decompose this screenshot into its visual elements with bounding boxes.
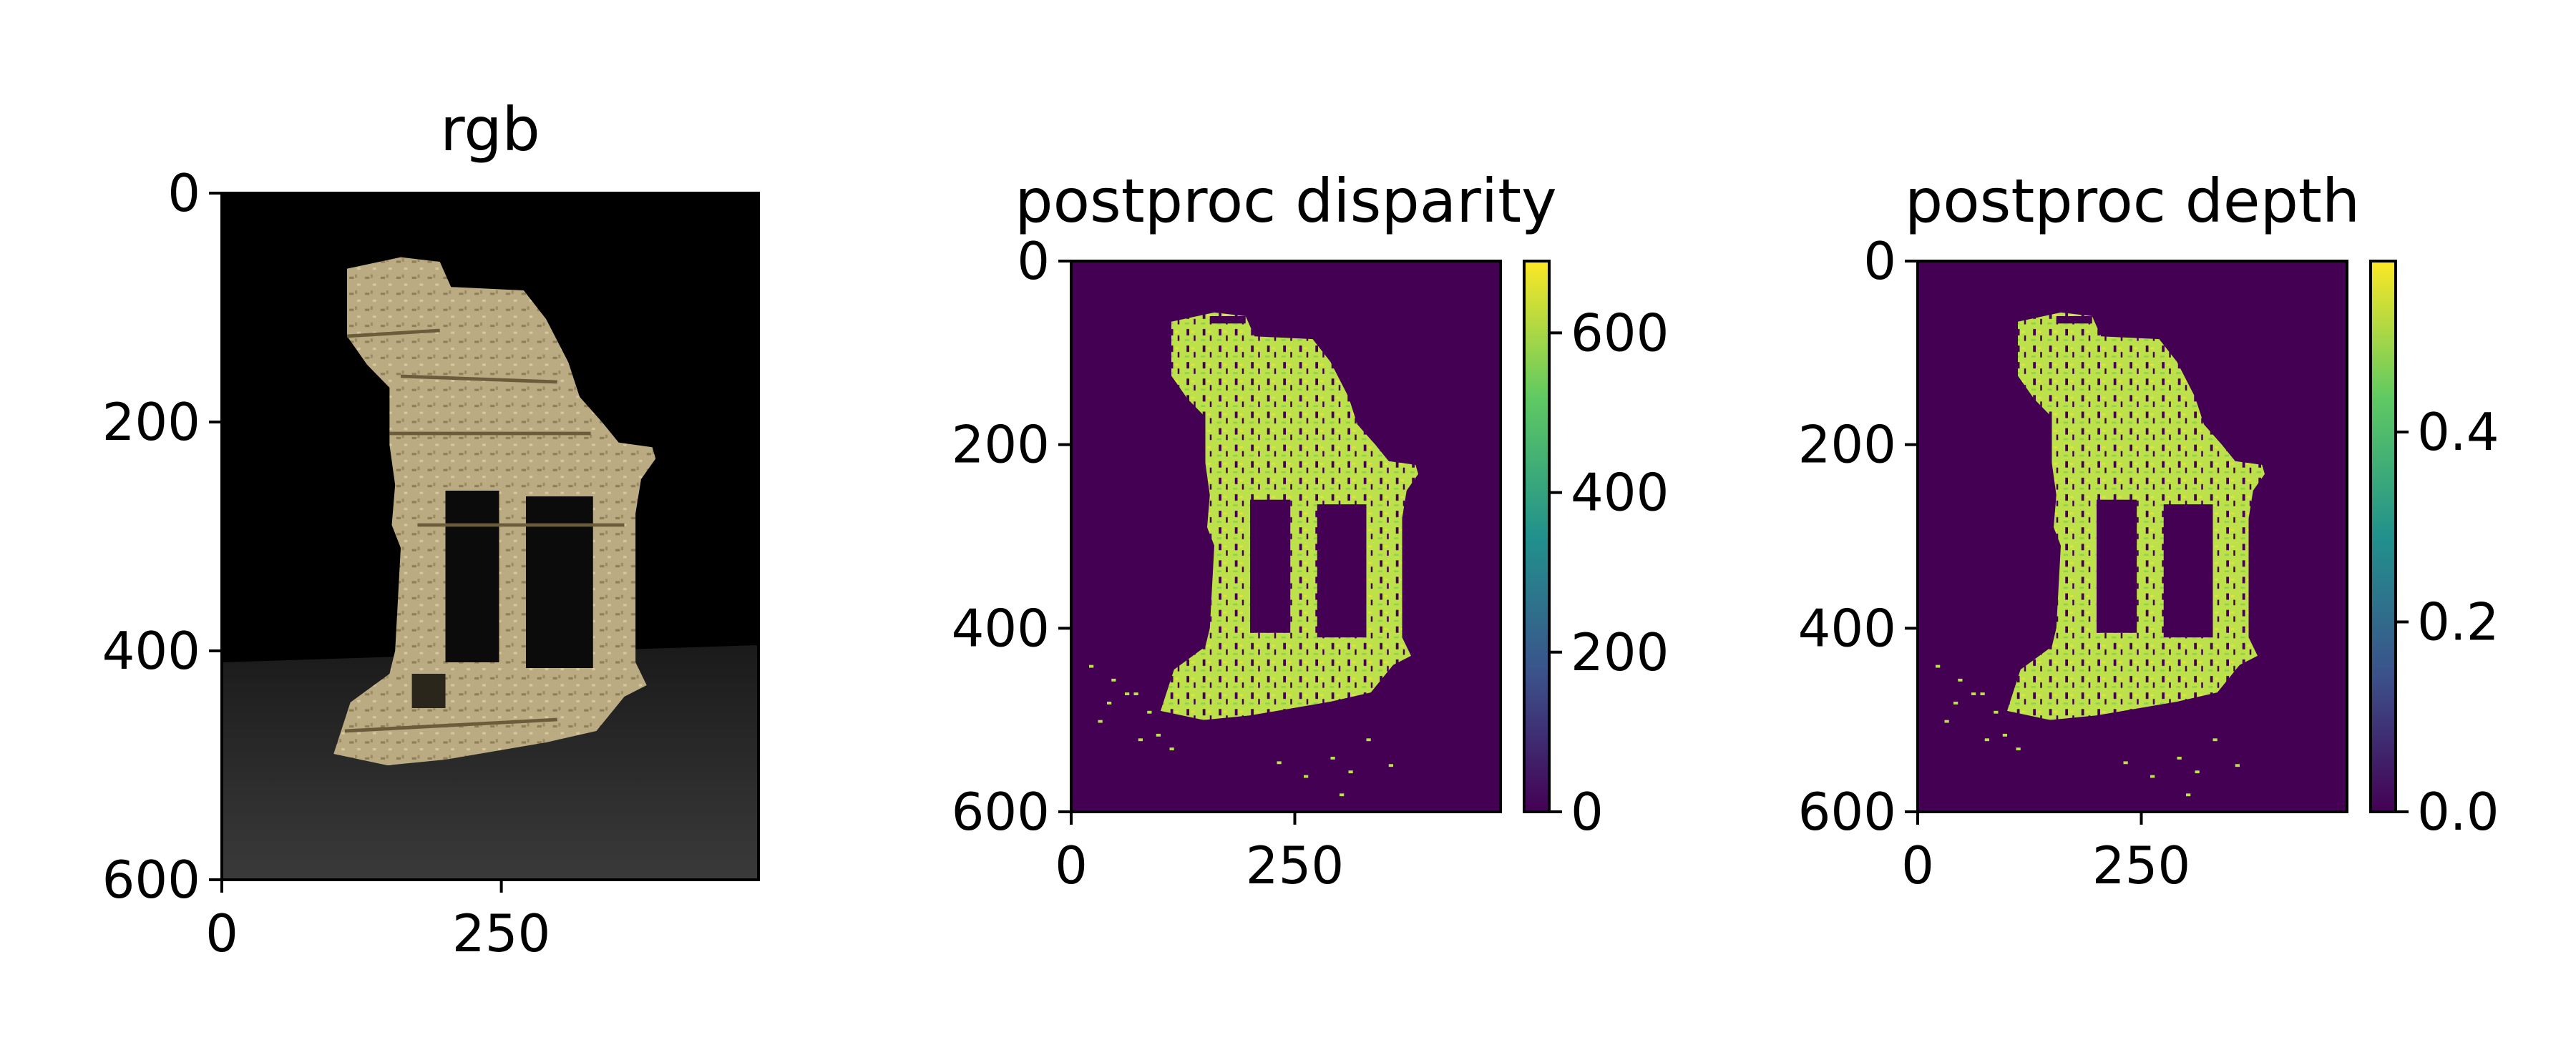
- y-tick-label: 0: [1863, 231, 1896, 291]
- x-tick-label: 250: [452, 903, 550, 963]
- x-tick-label: 0: [1901, 835, 1934, 895]
- colorbar-gradient: [1523, 260, 1551, 813]
- colorbar: 0 200 400 600: [1523, 260, 1669, 842]
- y-tick-label: 200: [102, 392, 200, 452]
- foreground-structure: [1936, 312, 2265, 797]
- foreground-structure: [1089, 312, 1418, 797]
- colorbar: 0.0 0.2 0.4: [2369, 260, 2499, 842]
- panel-title: postproc disparity: [1015, 166, 1556, 236]
- y-tick-label: 200: [952, 415, 1050, 475]
- axes-frame: [220, 192, 760, 881]
- y-tick-label: 400: [952, 598, 1050, 658]
- colorbar-gradient: [2369, 260, 2397, 813]
- y-tick-label: 400: [1798, 598, 1896, 658]
- colorbar-tick-label: 200: [1571, 622, 1669, 682]
- y-tick-label: 600: [102, 850, 200, 910]
- y-tick-label: 200: [1798, 415, 1896, 475]
- y-tick-label: 0: [1017, 231, 1050, 291]
- colorbar-tick-label: 0.0: [2417, 782, 2499, 842]
- heatmap-image: [1071, 261, 1501, 812]
- panel-title: postproc depth: [1905, 166, 2360, 236]
- heatmap-image: [1918, 261, 2347, 812]
- x-tick-label: 250: [1246, 835, 1344, 895]
- y-tick-label: 400: [102, 621, 200, 681]
- y-tick-label: 600: [1798, 782, 1896, 842]
- ruined-temple-picture: [333, 257, 656, 766]
- axes-frame: [1916, 260, 2348, 813]
- colorbar-tick-label: 400: [1571, 463, 1669, 523]
- colorbar-tick-label: 600: [1571, 303, 1669, 363]
- colorbar-tick-label: 0.4: [2417, 402, 2499, 462]
- x-tick-label: 0: [1055, 835, 1088, 895]
- y-tick-label: 600: [952, 782, 1050, 842]
- colorbar-tick-label: 0.2: [2417, 592, 2499, 652]
- x-tick-label: 250: [2092, 835, 2190, 895]
- y-tick-label: 0: [167, 163, 200, 223]
- axes-frame: [1070, 260, 1502, 813]
- rgb-image: [222, 193, 758, 880]
- x-tick-label: 0: [205, 903, 238, 963]
- colorbar-tick-label: 0: [1571, 782, 1604, 842]
- panel-title: rgb: [440, 94, 540, 165]
